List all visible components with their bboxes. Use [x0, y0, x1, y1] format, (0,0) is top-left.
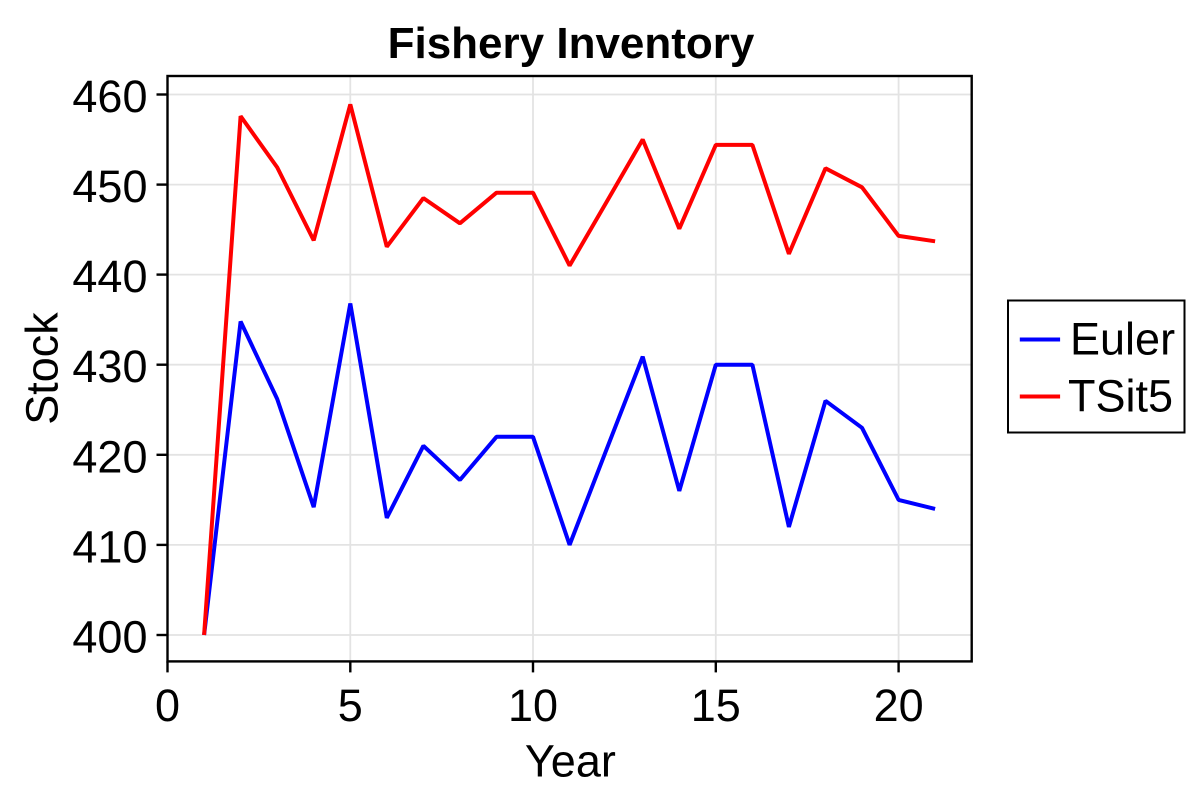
svg-text:430: 430	[72, 341, 147, 392]
svg-text:420: 420	[72, 431, 147, 482]
svg-text:440: 440	[72, 251, 147, 302]
svg-text:460: 460	[72, 71, 147, 122]
svg-text:450: 450	[72, 161, 147, 212]
svg-text:10: 10	[508, 680, 558, 731]
svg-text:Stock: Stock	[17, 312, 68, 425]
svg-text:5: 5	[338, 680, 363, 731]
svg-text:Fishery Inventory: Fishery Inventory	[388, 19, 755, 68]
svg-text:410: 410	[72, 521, 147, 572]
svg-text:400: 400	[72, 612, 147, 663]
svg-text:0: 0	[155, 680, 180, 731]
svg-text:20: 20	[874, 680, 924, 731]
svg-text:Year: Year	[525, 736, 616, 787]
svg-text:TSit5: TSit5	[1068, 371, 1173, 422]
svg-text:Euler: Euler	[1070, 314, 1175, 365]
svg-text:15: 15	[691, 680, 741, 731]
